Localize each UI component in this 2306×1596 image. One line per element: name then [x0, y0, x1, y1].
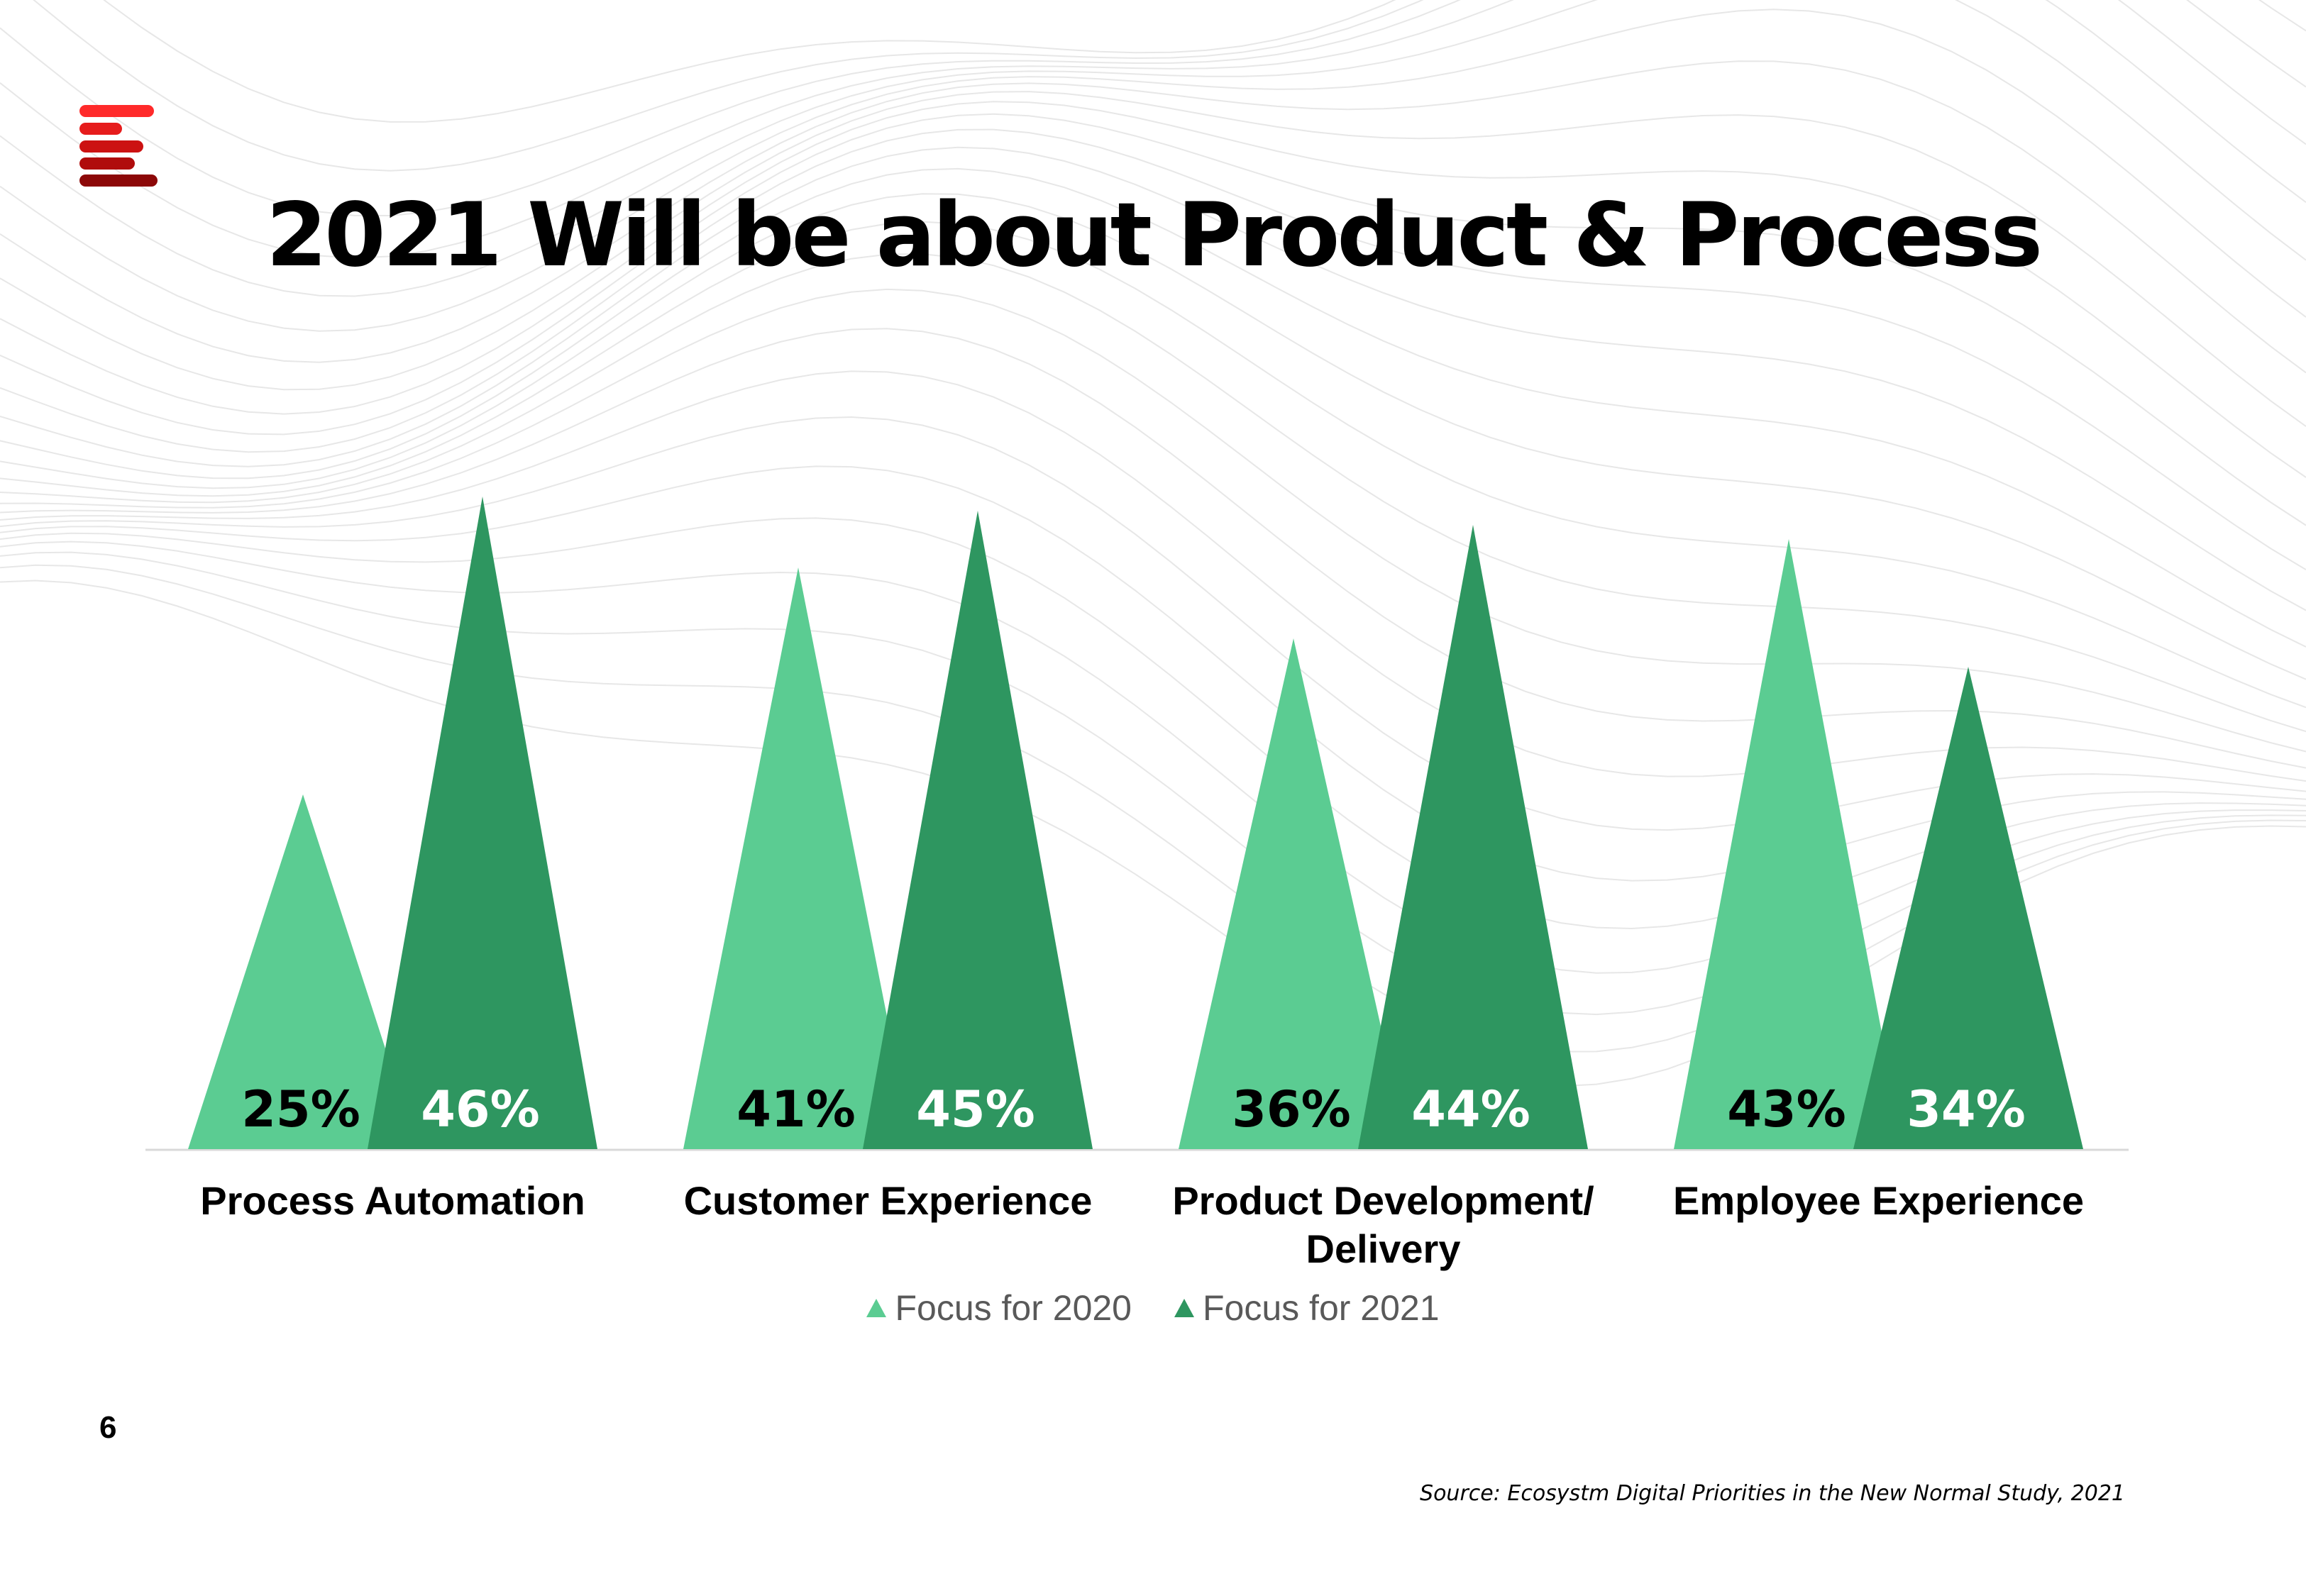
bar-2021-1 [863, 511, 1093, 1149]
background-wave-line [0, 253, 2306, 733]
data-label-2021-1: 45% [916, 1080, 1035, 1138]
logo-bar [79, 174, 158, 187]
legend-triangle-icon [1174, 1299, 1194, 1317]
background-wave-line [0, 328, 2306, 769]
background-wave-line [103, 0, 2306, 123]
category-label-1: Customer Experience [684, 1178, 1093, 1223]
data-label-2020-2: 36% [1232, 1080, 1351, 1138]
bar-2021-0 [368, 497, 597, 1149]
legend-item-2020: Focus for 2020 [866, 1287, 1132, 1329]
background-wave-line [0, 128, 2306, 571]
category-label-3: Employee Experience [1673, 1178, 2084, 1223]
logo-bar [79, 157, 135, 170]
background-wave-line [0, 288, 2306, 753]
background-wave-line [0, 517, 2306, 930]
legend-label: Focus for 2021 [1203, 1288, 1440, 1328]
background-wave-line [0, 465, 2306, 882]
bar-2021-2 [1358, 525, 1588, 1149]
data-label-2020-1: 41% [737, 1080, 856, 1138]
background-wave-line [0, 370, 2306, 782]
background-wave-line [0, 416, 2306, 831]
category-label-2: Product Development/ [1172, 1178, 1594, 1223]
bar-2020-0 [188, 794, 418, 1149]
data-label-2021-3: 34% [1907, 1080, 2026, 1138]
logo-bar [79, 140, 143, 153]
data-label-2020-3: 43% [1727, 1080, 1846, 1138]
category-label-2: Delivery [1306, 1226, 1461, 1271]
chart-legend: Focus for 2020 Focus for 2021 [0, 1287, 2306, 1329]
page-number: 6 [99, 1410, 117, 1445]
bar-2021-3 [1853, 667, 2083, 1149]
data-label-2020-0: 25% [241, 1080, 360, 1138]
background-wave-line [0, 193, 2306, 680]
background-wave-line [0, 146, 2306, 611]
background-wave-line [33, 0, 2306, 172]
background-wave-line [0, 0, 2306, 259]
legend-item-2021: Focus for 2021 [1174, 1287, 1440, 1329]
background-wave-line [0, 221, 2306, 709]
bar-2020-2 [1179, 638, 1408, 1149]
legend-triangle-icon [866, 1299, 887, 1317]
background-wave-line [0, 167, 2306, 648]
background-wave-line [0, 91, 2306, 427]
background-wave-line [0, 9, 2306, 332]
data-label-2021-2: 44% [1411, 1080, 1530, 1138]
background-wave-line [0, 0, 2306, 297]
slide-title: 2021 Will be about Product & Process [265, 184, 2043, 287]
background-wave-line [0, 0, 2306, 217]
logo-bar [79, 123, 122, 135]
background-wave-line [0, 60, 2306, 374]
logo-bar [79, 105, 154, 117]
background-wave-line [0, 113, 2306, 526]
company-logo [79, 105, 165, 187]
bar-2020-3 [1674, 539, 1904, 1149]
category-label-0: Process Automation [200, 1178, 585, 1223]
data-label-2021-0: 46% [421, 1080, 540, 1138]
bar-2020-1 [683, 567, 913, 1149]
legend-label: Focus for 2020 [895, 1288, 1132, 1328]
background-wave-line [0, 101, 2306, 478]
source-note: Source: Ecosystm Digital Priorities in t… [1420, 1481, 2125, 1506]
